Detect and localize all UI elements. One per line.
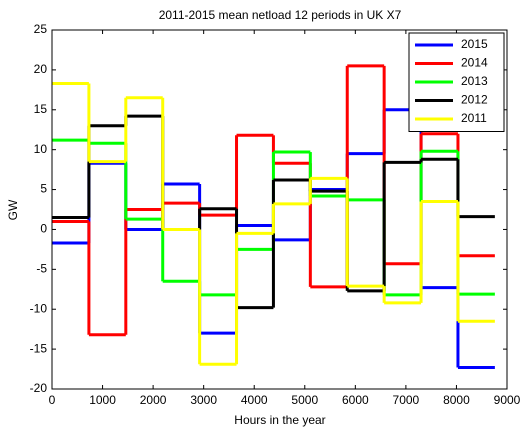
y-tick-label: 0 [40, 222, 47, 236]
legend-label: 2013 [461, 74, 488, 88]
x-tick-label: 0 [49, 393, 56, 407]
x-tick-label: 2000 [140, 393, 167, 407]
x-tick-label: 5000 [291, 393, 318, 407]
x-tick-label: 1000 [89, 393, 116, 407]
x-tick-label: 7000 [393, 393, 420, 407]
y-tick-label: 20 [34, 62, 48, 76]
x-tick-label: 4000 [241, 393, 268, 407]
legend-label: 2011 [461, 111, 487, 125]
legend-label: 2012 [461, 93, 488, 107]
legend-label: 2015 [461, 37, 488, 51]
y-tick-label: -5 [36, 262, 47, 276]
y-tick-label: -10 [30, 301, 48, 315]
x-tick-label: 3000 [190, 393, 217, 407]
y-tick-label: 15 [34, 102, 48, 116]
y-axis-label: GW [6, 199, 20, 220]
x-tick-label: 8000 [443, 393, 470, 407]
x-axis-label: Hours in the year [234, 413, 325, 427]
y-tick-label: 5 [40, 182, 47, 196]
y-tick-label: -15 [30, 341, 48, 355]
y-tick-label: 10 [34, 142, 48, 156]
plot-frame [51, 29, 508, 390]
x-tick-label: 9000 [494, 393, 521, 407]
y-tick-label: -20 [30, 381, 48, 395]
x-tick-label: 6000 [342, 393, 369, 407]
y-tick-label: 25 [34, 22, 48, 36]
chart-title: 2011-2015 mean netload 12 periods in UK … [159, 8, 402, 22]
legend-label: 2014 [461, 56, 488, 70]
